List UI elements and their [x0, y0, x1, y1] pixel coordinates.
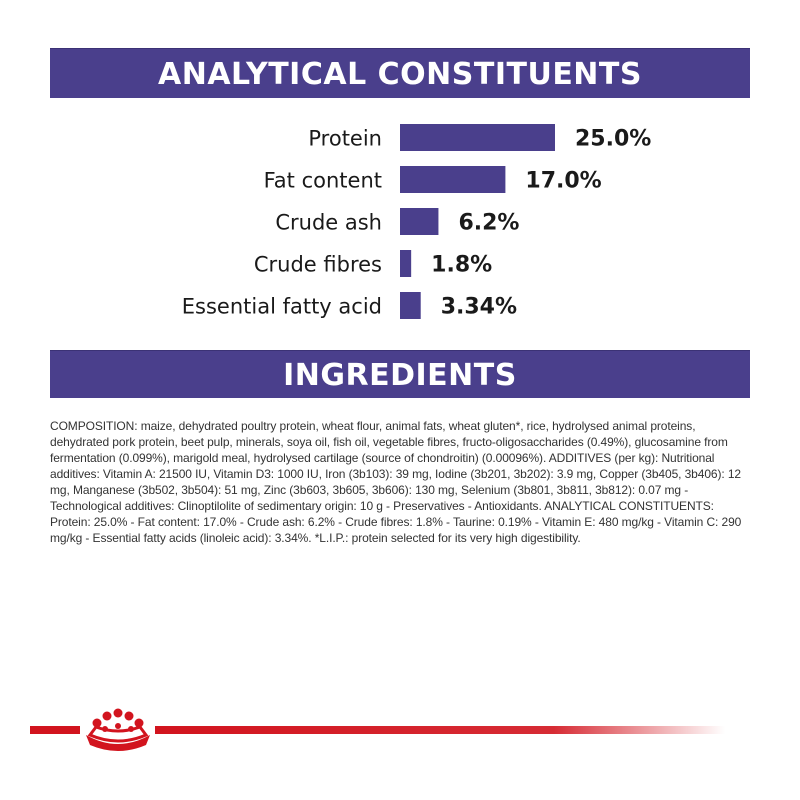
- value-label: 1.8%: [431, 253, 492, 278]
- category-label: Crude ash: [275, 211, 382, 235]
- analytical-constituents-title: ANALYTICAL CONSTITUENTS: [158, 57, 642, 92]
- footer-stripe-left: [30, 726, 80, 734]
- ingredients-title: INGREDIENTS: [283, 358, 517, 393]
- footer-stripe-right: [155, 726, 725, 734]
- royal-canin-crown-icon: [86, 708, 150, 751]
- category-label: Essential fatty acid: [182, 295, 382, 319]
- category-label: Protein: [308, 127, 382, 151]
- bar: [400, 292, 421, 319]
- value-label: 6.2%: [458, 211, 519, 236]
- bar: [400, 250, 412, 277]
- category-label: Fat content: [264, 169, 382, 193]
- ingredients-banner: INGREDIENTS: [50, 350, 750, 398]
- footer-brand-stripe: [30, 708, 725, 751]
- value-label: 25.0%: [575, 127, 651, 152]
- analytical-constituents-banner: ANALYTICAL CONSTITUENTS: [50, 48, 750, 98]
- value-label: 17.0%: [525, 169, 601, 194]
- bar: [400, 208, 439, 235]
- bar: [400, 124, 555, 151]
- analytical-constituents-chart: Protein 25.0% Fat content 17.0% Crude ash 6.2…: [182, 124, 651, 320]
- bar: [400, 166, 506, 193]
- category-label: Crude fibres: [254, 253, 382, 277]
- composition-text: COMPOSITION: maize, dehydrated poultry p…: [50, 419, 742, 545]
- value-label: 3.34%: [441, 295, 517, 320]
